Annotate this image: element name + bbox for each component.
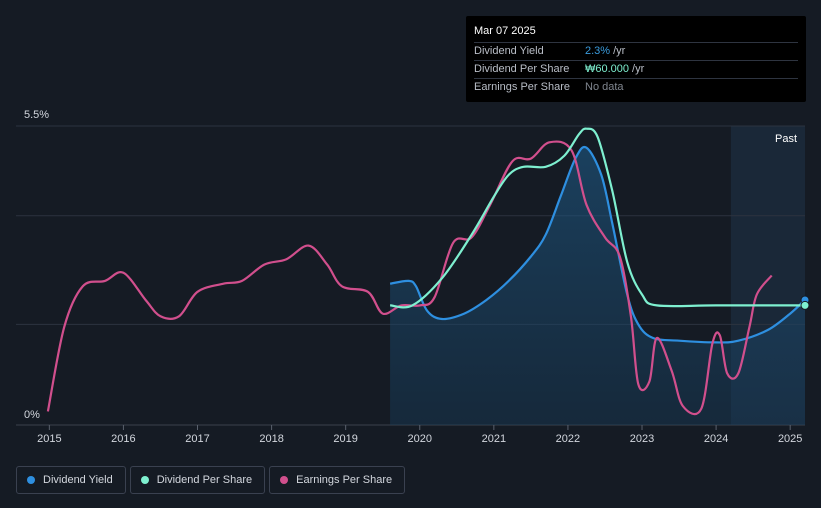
y-axis: 5.5% 0% xyxy=(24,109,49,421)
tooltip-unit: /yr xyxy=(613,45,626,57)
dividend-yield-area xyxy=(390,147,805,425)
legend-item-dividend-per-share[interactable]: Dividend Per Share xyxy=(129,466,266,494)
tooltip-label: Dividend Yield xyxy=(474,45,544,57)
dividend-per-share-line xyxy=(389,127,805,309)
past-label: Past xyxy=(775,133,797,145)
legend-dot-icon xyxy=(27,476,35,484)
tooltip-value: ₩60.000 xyxy=(585,63,630,75)
x-tick-label: 2018 xyxy=(259,433,283,445)
chart-area: 2015 2016 2017 2018 2019 2020 2021 2022 2023 2024… xyxy=(16,109,810,445)
tooltip-row-dividend-per-share: Dividend Per Share ₩60.000 /yr xyxy=(474,60,798,78)
legend-label: Earnings Per Share xyxy=(296,474,393,486)
tooltip-value: 2.3% xyxy=(585,45,611,57)
x-tick-label: 2015 xyxy=(37,433,61,445)
tooltip-row-earnings-per-share: Earnings Per Share No data xyxy=(474,78,798,96)
x-tick-label: 2019 xyxy=(333,433,357,445)
legend-item-earnings-per-share[interactable]: Earnings Per Share xyxy=(269,466,406,494)
legend-label: Dividend Yield xyxy=(43,474,113,486)
tooltip-label: Dividend Per Share xyxy=(474,63,570,75)
y-tick-label: 5.5% xyxy=(24,109,49,121)
x-tick-label: 2017 xyxy=(185,433,209,445)
tooltip-value: No data xyxy=(585,81,624,93)
series-markers xyxy=(800,295,810,310)
legend-dot-icon xyxy=(140,476,149,484)
x-tick-label: 2023 xyxy=(630,433,654,445)
tooltip-date: Mar 07 2025 xyxy=(474,25,536,37)
x-tick-label: 2020 xyxy=(408,433,432,445)
tooltip-label: Earnings Per Share xyxy=(474,81,570,93)
x-tick-label: 2024 xyxy=(704,433,728,445)
x-tick-label: 2025 xyxy=(778,433,802,445)
dividend-yield-line xyxy=(389,145,806,344)
tooltip-row-dividend-yield: Dividend Yield 2.3% /yr xyxy=(474,42,798,60)
tooltip: Mar 07 2025 Dividend Yield 2.3% /yr Divi… xyxy=(466,16,806,102)
legend: Dividend Yield Dividend Per Share Earnin… xyxy=(16,466,406,494)
series-lines xyxy=(46,127,806,416)
y-tick-label: 0% xyxy=(24,409,40,421)
legend-item-dividend-yield[interactable]: Dividend Yield xyxy=(16,466,126,494)
x-tick-label: 2022 xyxy=(556,433,580,445)
area-fills xyxy=(390,147,805,425)
dividend-per-share-end-marker xyxy=(800,300,810,310)
x-axis: 2015 2016 2017 2018 2019 2020 2021 2022 2023 2024… xyxy=(37,425,802,445)
x-tick-label: 2021 xyxy=(482,433,506,445)
legend-label: Dividend Per Share xyxy=(156,474,253,486)
legend-dot-icon xyxy=(280,476,289,484)
earnings-per-share-line xyxy=(46,140,773,416)
x-tick-label: 2016 xyxy=(111,433,135,445)
tooltip-unit: /yr xyxy=(632,63,645,75)
